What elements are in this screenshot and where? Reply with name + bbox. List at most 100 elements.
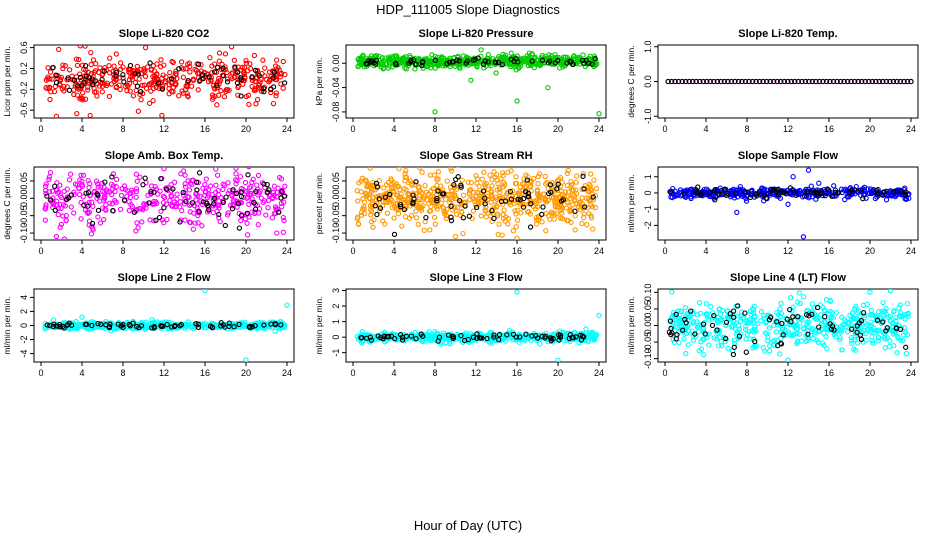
- x-tick-label: 12: [471, 124, 481, 134]
- points-layer: [42, 167, 288, 240]
- data-point: [216, 58, 222, 64]
- data-point: [278, 70, 285, 77]
- data-point: [559, 210, 565, 216]
- data-point: [397, 201, 404, 208]
- data-point: [550, 194, 557, 201]
- data-point: [223, 194, 229, 200]
- data-point: [361, 206, 367, 212]
- data-point: [384, 199, 390, 205]
- data-point: [771, 342, 778, 348]
- data-point: [665, 78, 671, 85]
- data-point: [820, 78, 826, 85]
- data-point: [130, 93, 137, 99]
- data-point: [719, 316, 725, 322]
- data-point: [525, 62, 531, 69]
- panel-title: Slope Li-820 Pressure: [419, 28, 534, 40]
- data-point: [819, 320, 825, 326]
- data-point: [47, 69, 54, 75]
- data-point: [199, 223, 205, 229]
- data-point: [43, 85, 49, 91]
- data-point: [44, 322, 50, 328]
- data-point: [814, 304, 821, 311]
- data-point: [553, 194, 560, 201]
- data-point: [796, 331, 803, 337]
- data-point: [488, 189, 495, 196]
- x-tick-label: 16: [512, 124, 522, 134]
- data-point: [779, 326, 786, 333]
- data-point: [720, 307, 726, 314]
- data-point: [195, 87, 201, 93]
- data-point: [173, 71, 179, 77]
- data-point: [221, 94, 228, 100]
- data-point: [676, 315, 682, 321]
- data-point: [172, 322, 178, 329]
- data-point: [532, 59, 538, 66]
- data-point: [384, 210, 391, 216]
- data-point: [536, 171, 543, 177]
- data-point: [466, 187, 473, 193]
- y-tick-label: 0: [331, 335, 341, 340]
- data-point: [453, 207, 459, 214]
- x-tick-label: 8: [120, 124, 125, 134]
- data-point: [590, 194, 596, 200]
- data-point: [742, 310, 748, 316]
- data-point: [359, 328, 365, 335]
- data-point: [360, 196, 366, 202]
- data-point: [731, 344, 737, 350]
- outlier-point: [816, 180, 822, 186]
- data-point: [552, 51, 558, 58]
- x-tick-label: 20: [553, 124, 563, 134]
- data-point: [399, 334, 406, 340]
- data-point: [84, 324, 90, 330]
- data-point: [748, 188, 755, 194]
- data-point: [873, 327, 879, 334]
- data-point: [89, 325, 95, 331]
- y-tick-label: 0.2: [19, 62, 29, 75]
- data-point: [216, 211, 222, 218]
- data-point: [370, 194, 376, 201]
- data-point: [133, 186, 140, 192]
- data-point: [577, 206, 584, 213]
- data-point: [200, 199, 206, 205]
- panel-3: Slope Li-820 Temp.degrees C per min.0 4 8 1…: [626, 28, 919, 134]
- data-point: [102, 179, 108, 185]
- data-point: [196, 208, 202, 215]
- data-point: [183, 66, 189, 72]
- data-point: [836, 190, 842, 196]
- data-point: [195, 220, 201, 226]
- data-point: [226, 320, 232, 326]
- outlier-point: [514, 98, 520, 104]
- data-point: [77, 74, 84, 81]
- data-point: [253, 101, 259, 107]
- data-point: [464, 58, 470, 64]
- data-point: [894, 350, 900, 356]
- data-point: [202, 189, 208, 195]
- outlier-point: [734, 209, 740, 216]
- data-point: [204, 195, 211, 201]
- data-point: [795, 78, 801, 85]
- data-point: [423, 214, 429, 221]
- data-point: [434, 195, 440, 202]
- data-point: [696, 348, 702, 354]
- data-point: [51, 199, 57, 206]
- data-point: [700, 327, 707, 333]
- y-tick-label: 4: [19, 295, 29, 300]
- data-point: [874, 194, 880, 200]
- data-point: [376, 196, 382, 202]
- data-point: [495, 59, 502, 66]
- data-point: [783, 191, 789, 197]
- data-point: [225, 180, 231, 186]
- data-point: [366, 58, 372, 64]
- data-point: [408, 212, 415, 219]
- data-point: [107, 321, 113, 327]
- x-tick-label: 4: [79, 246, 84, 256]
- data-point: [813, 78, 819, 85]
- x-tick-label: 0: [350, 368, 355, 378]
- data-point: [806, 78, 812, 85]
- data-point: [68, 204, 74, 210]
- data-point: [152, 74, 159, 80]
- data-point: [189, 200, 196, 206]
- data-point: [118, 192, 125, 199]
- data-point: [215, 92, 222, 98]
- data-point: [132, 71, 138, 77]
